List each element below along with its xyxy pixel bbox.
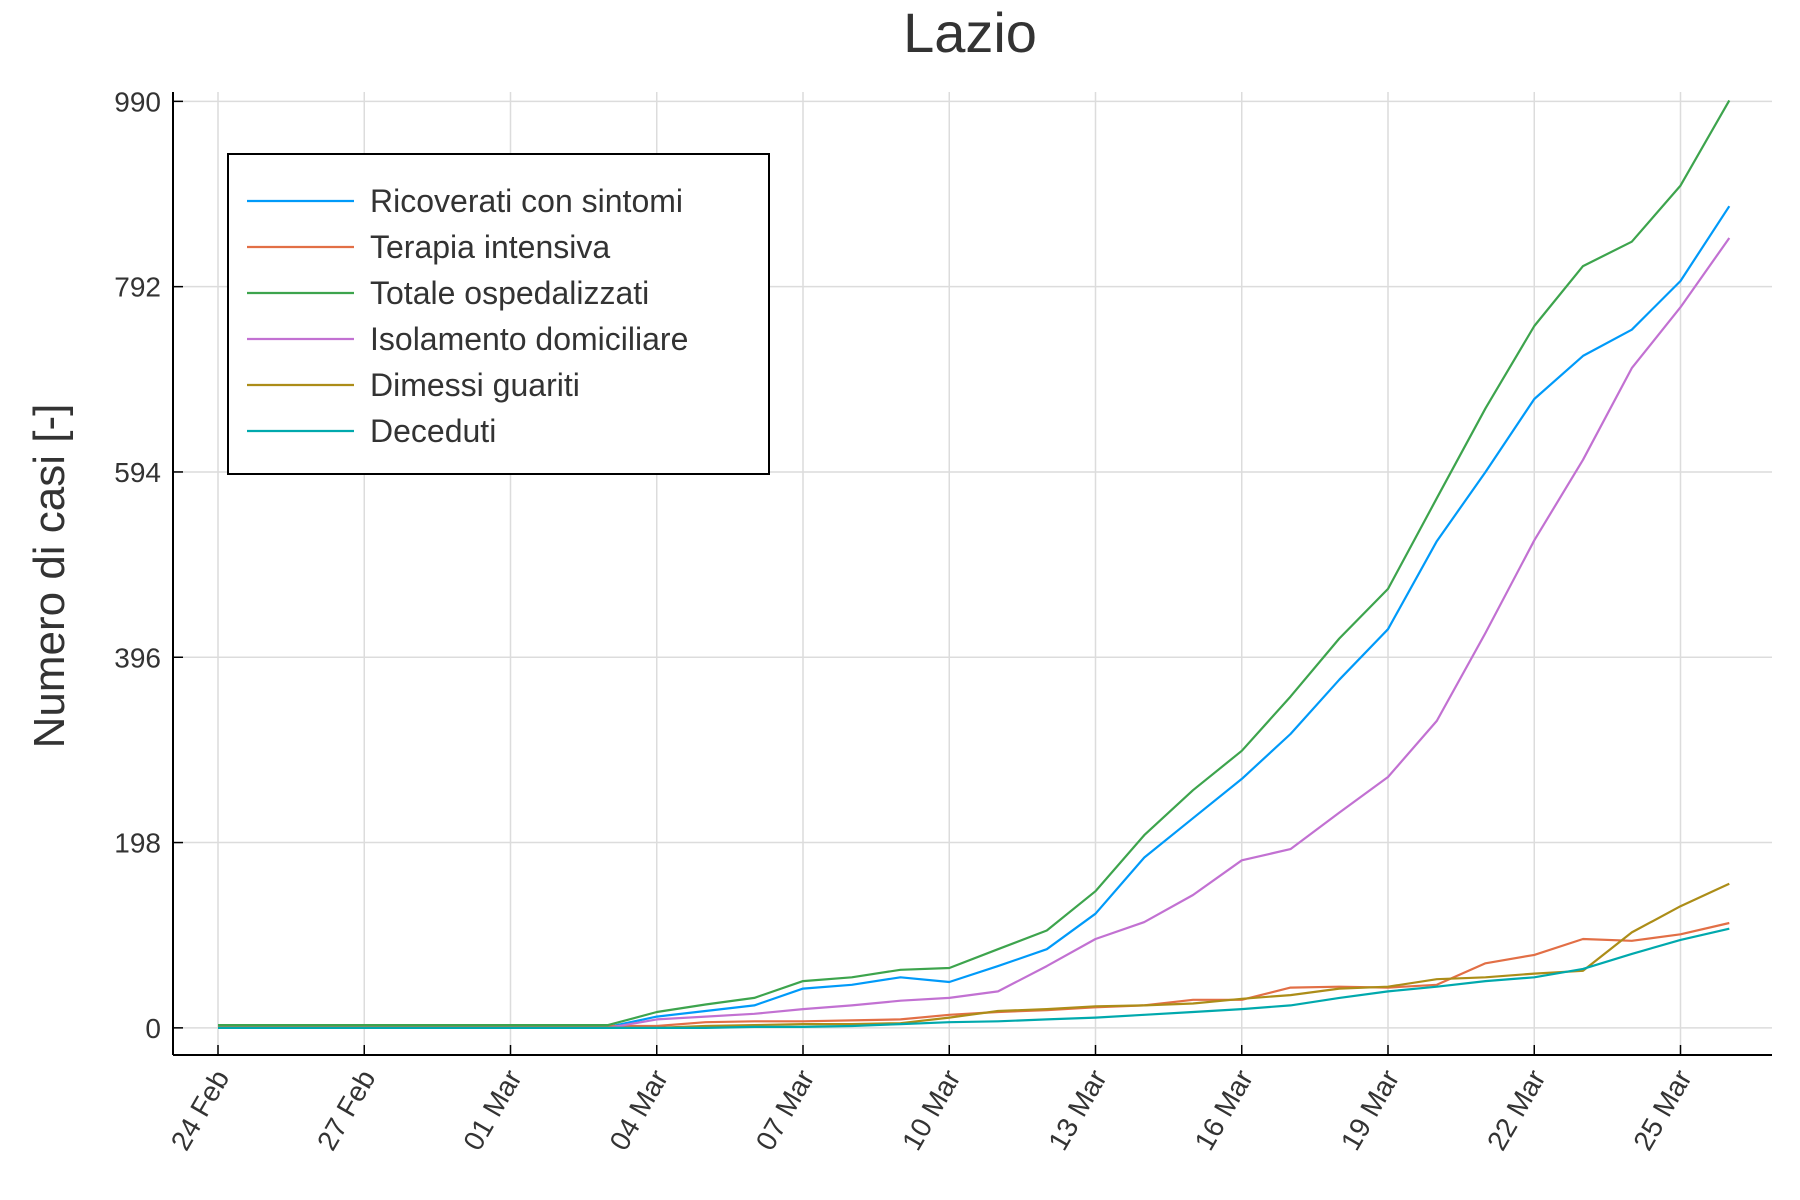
legend-entry: Terapia intensiva [370, 229, 610, 265]
legend-entry: Deceduti [370, 413, 496, 449]
y-tick-label: 990 [114, 86, 161, 117]
x-tick-label: 25 Mar [1627, 1065, 1697, 1156]
x-tick-label: 04 Mar [604, 1065, 674, 1156]
series-line-6 [218, 927, 1730, 1030]
series-line-5 [218, 882, 1730, 1030]
x-tick-label: 27 Feb [311, 1065, 381, 1156]
legend-box [227, 153, 770, 475]
legend: Ricoverati con sintomi Terapia intensiva T… [227, 153, 770, 475]
legend-entry: Totale ospedalizzati [370, 275, 649, 311]
series-lines [218, 99, 1731, 1030]
y-tick-label: 792 [114, 272, 161, 303]
legend-entry: Ricoverati con sintomi [370, 183, 683, 219]
series-line-3 [218, 99, 1731, 1027]
legend-entry: Dimessi guariti [370, 367, 580, 403]
x-tick-label: 22 Mar [1481, 1065, 1551, 1156]
x-tick-label: 07 Mar [750, 1065, 820, 1156]
y-tick-label: 594 [114, 457, 161, 488]
x-tick-label: 16 Mar [1189, 1065, 1259, 1156]
x-tick-label: 19 Mar [1335, 1065, 1405, 1156]
y-tick-label: 0 [145, 1013, 161, 1044]
y-tick-label: 198 [114, 828, 161, 859]
x-tick-label: 01 Mar [457, 1065, 527, 1156]
grid [173, 92, 1772, 1055]
legend-entry: Isolamento domiciliare [370, 321, 688, 357]
y-axis-title: Numero di casi [-] [25, 404, 74, 749]
x-tick-label: 13 Mar [1042, 1065, 1112, 1156]
chart-title: Lazio [903, 1, 1037, 64]
x-tick-label: 10 Mar [896, 1065, 966, 1156]
x-tick-label: 24 Feb [165, 1065, 235, 1156]
y-tick-label: 396 [114, 642, 161, 673]
axes [172, 92, 1772, 1056]
